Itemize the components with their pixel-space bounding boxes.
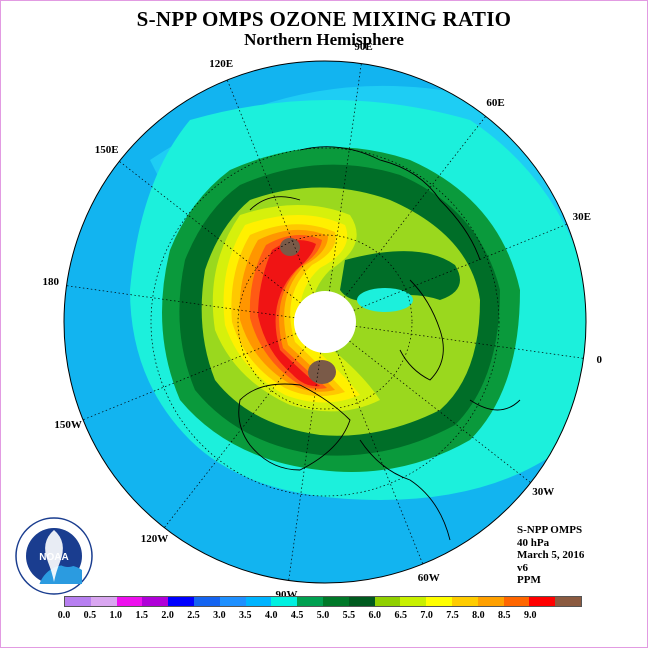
colorbar-tick-label: 4.0 [264, 610, 278, 621]
colorbar-tick-label: 6.5 [394, 610, 407, 621]
colorbar-segment [374, 597, 401, 606]
longitude-label: 60E [486, 96, 505, 109]
map-subtitle: Northern Hemisphere [244, 30, 404, 49]
colorbar-segment [400, 597, 427, 606]
colorbar-tick-label: 3.5 [239, 610, 252, 621]
colorbar-segment [297, 597, 323, 606]
colorbar-segment [451, 597, 478, 606]
colorbar-segment [529, 597, 556, 606]
map-title: S-NPP OMPS OZONE MIXING RATIO [136, 7, 512, 31]
colorbar-tick-label: 4.5 [290, 610, 304, 621]
colorbar-segment [193, 597, 220, 606]
colorbar-segment [348, 597, 375, 606]
colorbar-tick-label: 8.0 [472, 610, 485, 621]
colorbar-tick-label: 0.5 [83, 610, 97, 621]
colorbar [64, 596, 582, 607]
graticule [66, 63, 584, 581]
coastlines [238, 146, 521, 541]
colorbar-segment [555, 597, 581, 606]
longitude-label: 60W [417, 571, 440, 584]
colorbar-segment [90, 597, 117, 606]
noaa-logo: NOAA [14, 516, 94, 596]
polar-no-data [294, 291, 356, 353]
ozone-region-red [258, 240, 320, 387]
colorbar-segment [219, 597, 246, 606]
colorbar-segment [503, 597, 530, 606]
longitude-label: 0 [596, 353, 603, 366]
logo-text: NOAA [39, 552, 68, 563]
ozone-region-cyan-center [357, 288, 413, 312]
ozone-region-light [150, 85, 586, 260]
colorbar-segment [271, 597, 298, 606]
colorbar-labels: 0.0 0.5 1.0 1.5 2.0 2.5 3.0 3.5 4.0 4.5 5.0 5.5 6.0 6… [0, 610, 648, 624]
info-version: v6 [517, 561, 528, 574]
colorbar-segment [116, 597, 143, 606]
colorbar-tick-label: 7.5 [446, 610, 459, 621]
longitude-label: 30E [572, 211, 591, 224]
ozone-region-tongue [340, 251, 460, 302]
colorbar-tick-label: 7.0 [420, 610, 433, 621]
colorbar-tick-label: 6.0 [368, 610, 382, 621]
longitude-label: 120E [209, 58, 234, 71]
colorbar-tick-label: 0.0 [57, 610, 71, 621]
colorbar-segment [65, 597, 91, 606]
colorbar-tick-label: 2.0 [161, 610, 174, 621]
colorbar-segment [322, 597, 349, 606]
colorbar-tick-label: 2.5 [187, 610, 200, 621]
longitude-label: 120W [140, 533, 169, 546]
colorbar-tick-label: 1.0 [109, 610, 123, 621]
colorbar-segment [142, 597, 169, 606]
colorbar-segment [168, 597, 194, 606]
info-units: PPM [517, 574, 541, 586]
colorbar-tick-label: 3.0 [213, 610, 226, 621]
colorbar-segment [477, 597, 504, 606]
colorbar-tick-label: 5.0 [316, 610, 330, 621]
map-boundary [63, 60, 587, 584]
longitude-label: 150W [54, 418, 82, 431]
longitude-label: 150E [94, 144, 119, 157]
colorbar-tick-label: 9.0 [523, 610, 537, 621]
colorbar-segment [245, 597, 272, 606]
info-instrument: S-NPP OMPS [517, 524, 583, 536]
colorbar-segment [426, 597, 452, 606]
ozone-region-brown [308, 360, 336, 384]
info-block: S-NPP OMPS 40 hPa March 5, 2016 v6 PPM [517, 524, 584, 587]
info-level: 40 hPa [517, 536, 550, 549]
longitude-label: 90E [354, 40, 373, 53]
colorbar-tick-label: 5.5 [342, 610, 356, 621]
info-date: March 5, 2016 [517, 549, 585, 561]
longitude-label: 30W [532, 485, 555, 498]
longitude-label: 180 [42, 276, 59, 289]
ozone-region-brown [280, 238, 300, 256]
colorbar-tick-label: 1.5 [135, 610, 148, 621]
colorbar-tick-label: 8.5 [498, 610, 511, 621]
